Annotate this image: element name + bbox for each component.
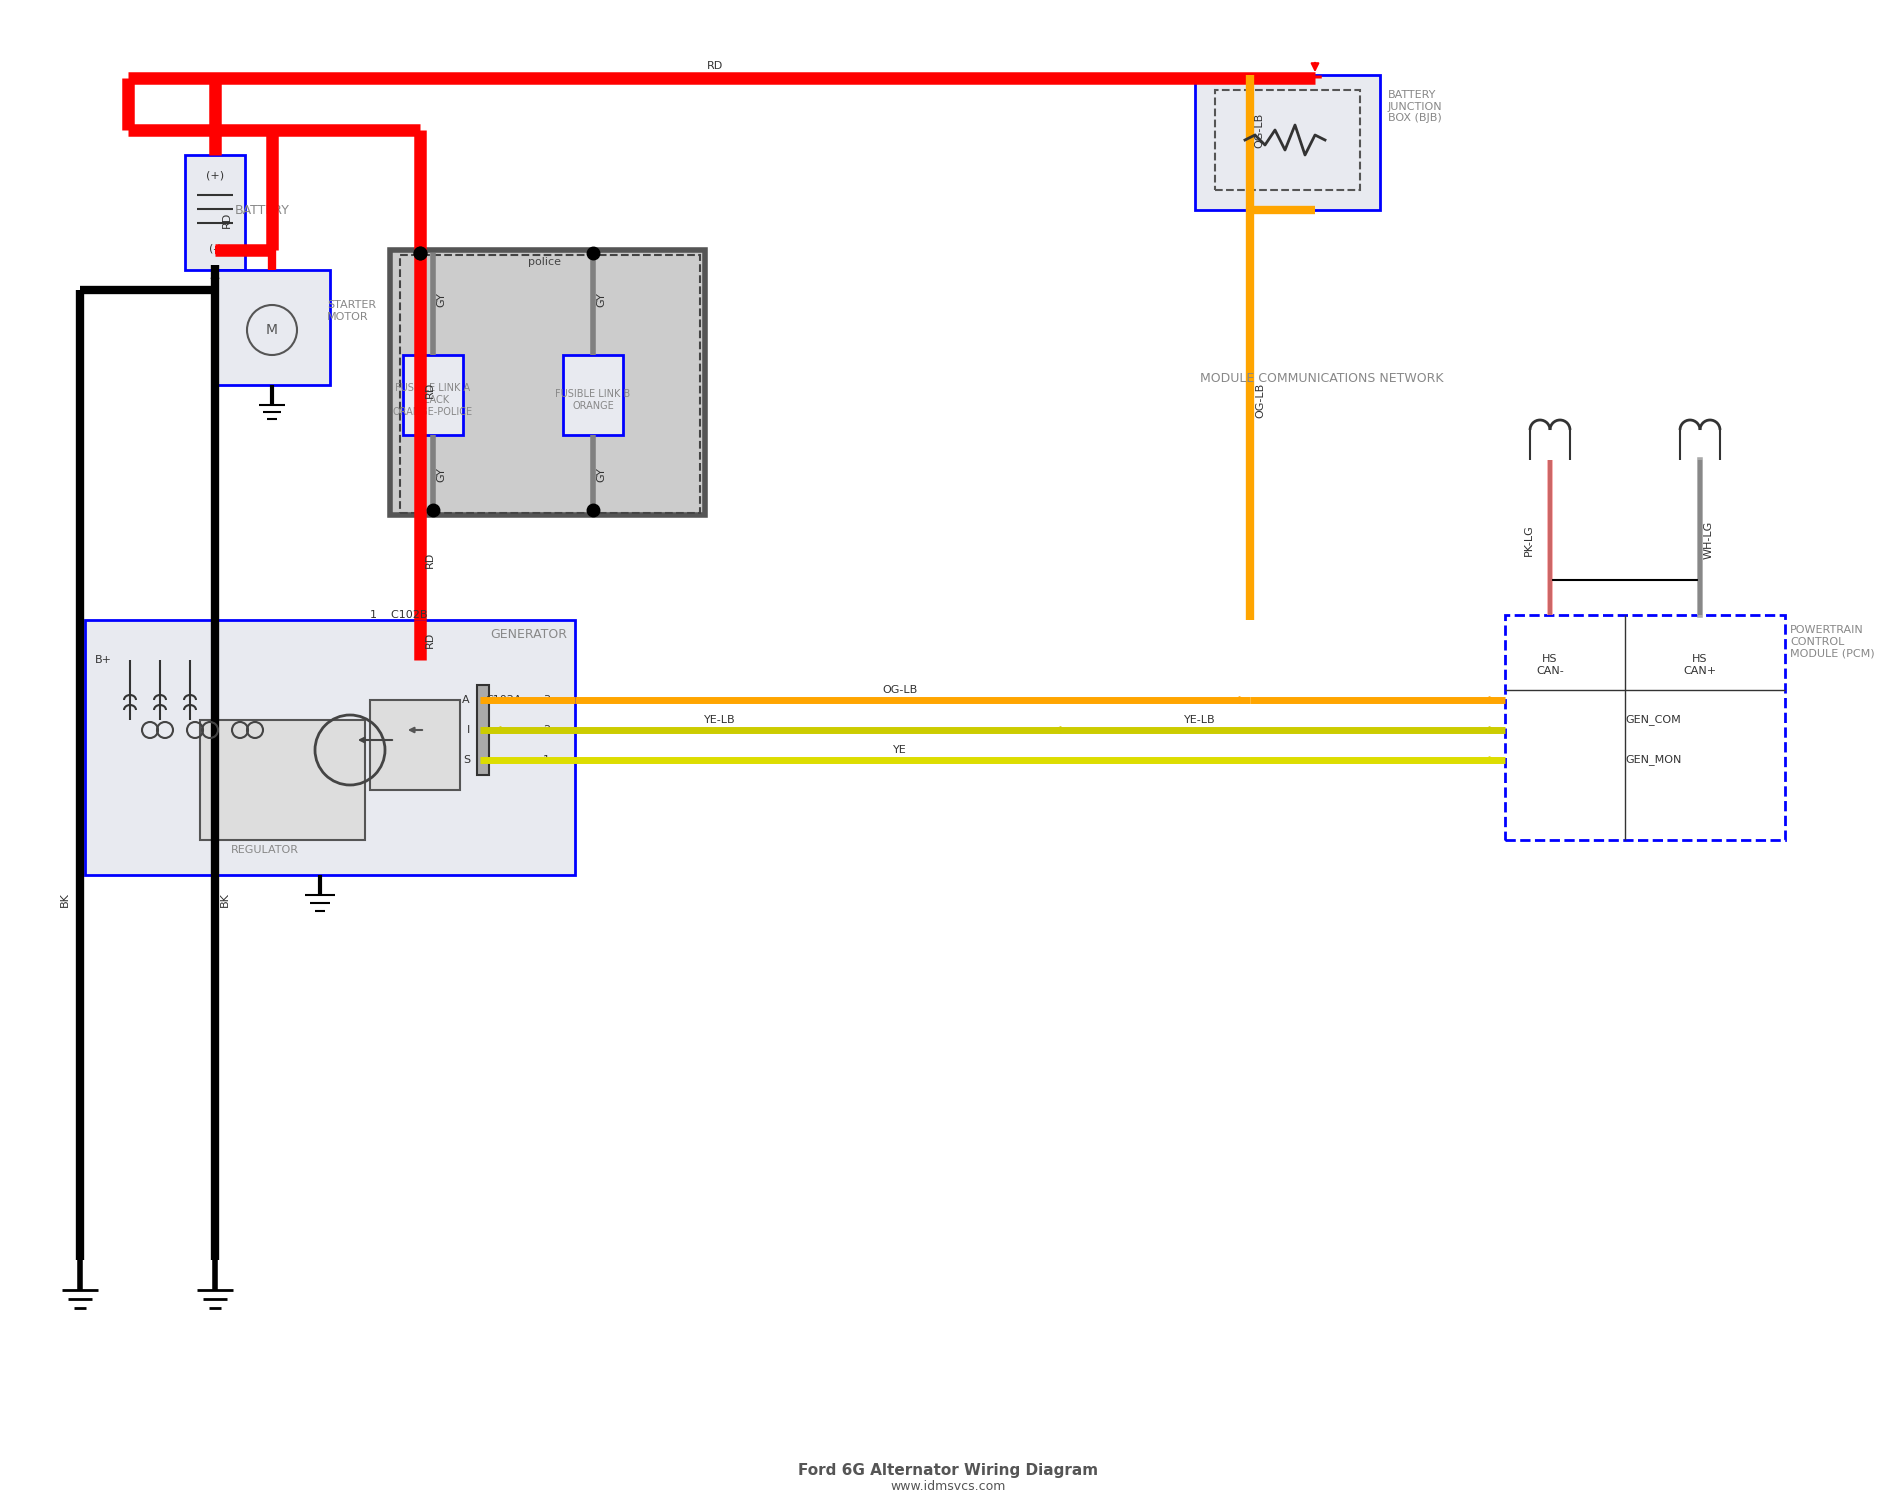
Text: GY: GY	[436, 293, 446, 308]
Text: C102A: C102A	[485, 696, 521, 705]
Bar	[400, 254, 700, 513]
Text: GY: GY	[595, 468, 607, 482]
Bar	[214, 269, 330, 384]
Text: RD: RD	[425, 381, 434, 398]
Text: 3: 3	[542, 696, 550, 705]
Text: Ford 6G Alternator Wiring Diagram: Ford 6G Alternator Wiring Diagram	[798, 1463, 1098, 1478]
Text: M: M	[265, 323, 279, 337]
Text: FUSIBLE LINK A
BLACK
ORANGE-POLICE: FUSIBLE LINK A BLACK ORANGE-POLICE	[392, 383, 474, 416]
Text: PK-LG: PK-LG	[1524, 524, 1534, 557]
Text: GY: GY	[436, 468, 446, 482]
Text: B+: B+	[95, 655, 112, 666]
Text: GEN_COM: GEN_COM	[1625, 715, 1680, 726]
Text: 1    C102B: 1 C102B	[370, 610, 427, 619]
Text: RD: RD	[707, 61, 722, 70]
Text: 2: 2	[542, 726, 550, 735]
Text: BK: BK	[220, 893, 229, 908]
Text: BATTERY
JUNCTION
BOX (BJB): BATTERY JUNCTION BOX (BJB)	[1388, 90, 1443, 123]
Text: OG-LB: OG-LB	[1253, 112, 1265, 148]
Text: I: I	[466, 726, 470, 735]
Text: (+): (+)	[207, 171, 224, 180]
Bar	[404, 355, 463, 435]
Text: A: A	[463, 696, 470, 705]
Text: STARTER
MOTOR: STARTER MOTOR	[326, 301, 375, 322]
Text: OG-LB: OG-LB	[1255, 383, 1265, 417]
Text: RD: RD	[425, 552, 434, 568]
Bar	[1505, 615, 1784, 839]
Bar	[563, 355, 624, 435]
Text: MODULE COMMUNICATIONS NETWORK: MODULE COMMUNICATIONS NETWORK	[1200, 371, 1443, 384]
Text: GEN_MON: GEN_MON	[1625, 754, 1682, 766]
Bar	[1215, 90, 1359, 190]
Text: (-): (-)	[209, 242, 222, 253]
Text: FUSIBLE LINK B
ORANGE: FUSIBLE LINK B ORANGE	[556, 389, 631, 411]
Text: YE: YE	[893, 745, 906, 755]
Bar	[370, 700, 461, 790]
Text: REGULATOR: REGULATOR	[231, 845, 300, 856]
Bar	[478, 685, 489, 775]
Bar	[1194, 75, 1380, 209]
Text: POWERTRAIN
CONTROL
MODULE (PCM): POWERTRAIN CONTROL MODULE (PCM)	[1790, 625, 1875, 658]
Text: www.idmsvcs.com: www.idmsvcs.com	[891, 1481, 1005, 1493]
Text: police: police	[529, 257, 561, 266]
Text: WH-LG: WH-LG	[1705, 521, 1714, 560]
Text: YE-LB: YE-LB	[1185, 715, 1215, 726]
Text: BATTERY: BATTERY	[235, 203, 290, 217]
Bar	[186, 156, 245, 269]
Bar	[391, 250, 705, 515]
Text: OG-LB: OG-LB	[882, 685, 918, 696]
Text: RD: RD	[425, 631, 434, 648]
Text: S: S	[463, 755, 470, 764]
Text: YE-LB: YE-LB	[703, 715, 736, 726]
Text: GENERATOR: GENERATOR	[489, 628, 567, 640]
Text: HS
CAN-: HS CAN-	[1536, 654, 1564, 676]
Text: HS
CAN+: HS CAN+	[1684, 654, 1716, 676]
Text: GY: GY	[595, 293, 607, 308]
Text: 1: 1	[542, 755, 550, 764]
Bar	[199, 720, 366, 839]
Text: RD: RD	[222, 212, 231, 227]
Text: BK: BK	[61, 893, 70, 908]
Bar	[85, 619, 574, 875]
